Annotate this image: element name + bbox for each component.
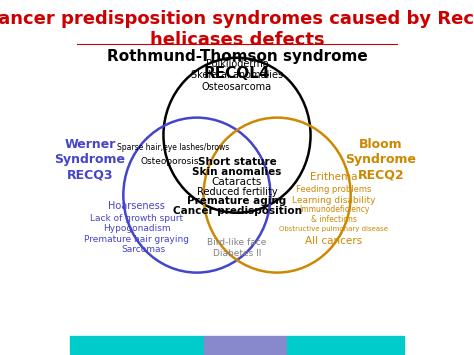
Text: Erithema: Erithema — [310, 173, 358, 182]
Text: Cancer predisposition: Cancer predisposition — [173, 206, 301, 216]
Text: Short stature: Short stature — [198, 157, 276, 166]
Text: Immunodeficiency
& infections: Immunodeficiency & infections — [299, 205, 369, 224]
Text: Sarcomas: Sarcomas — [121, 245, 165, 254]
Text: Cancer predisposition syndromes caused by RecQ
helicases defects: Cancer predisposition syndromes caused b… — [0, 10, 474, 49]
Text: Reduced fertility: Reduced fertility — [197, 187, 277, 197]
Text: Feeding problems: Feeding problems — [296, 185, 372, 194]
Bar — [203, 336, 287, 354]
Text: Poikiloderma
Skeletal anomalies
Osteosarcoma: Poikiloderma Skeletal anomalies Osteosar… — [191, 59, 283, 92]
Text: Bird-like face
Diabetes II: Bird-like face Diabetes II — [207, 238, 267, 258]
Text: Obstructive pulmonary disease: Obstructive pulmonary disease — [280, 225, 389, 231]
Text: Premature hair graying: Premature hair graying — [84, 235, 189, 244]
Bar — [287, 336, 404, 354]
Text: Premature aging: Premature aging — [187, 196, 287, 207]
Text: Cataracts: Cataracts — [212, 177, 262, 187]
Text: All cancers: All cancers — [305, 236, 363, 246]
Text: Lack of growth spurt: Lack of growth spurt — [90, 213, 183, 223]
Bar — [70, 336, 203, 354]
Text: Werner
Syndrome
RECQ3: Werner Syndrome RECQ3 — [55, 138, 126, 181]
Text: Bloom
Syndrome
RECQ2: Bloom Syndrome RECQ2 — [345, 138, 416, 181]
Text: Hoarseness: Hoarseness — [108, 201, 165, 211]
Text: Hypogonadism: Hypogonadism — [103, 224, 171, 233]
Text: Rothmund-Thomson syndrome
RECQL4: Rothmund-Thomson syndrome RECQL4 — [107, 49, 367, 81]
Text: Osteoporosis: Osteoporosis — [141, 157, 200, 166]
Text: Learning disability: Learning disability — [292, 196, 376, 205]
Text: Sparse hair,eye lashes/brows: Sparse hair,eye lashes/brows — [118, 143, 229, 152]
Text: Skin anomalies: Skin anomalies — [192, 167, 282, 177]
